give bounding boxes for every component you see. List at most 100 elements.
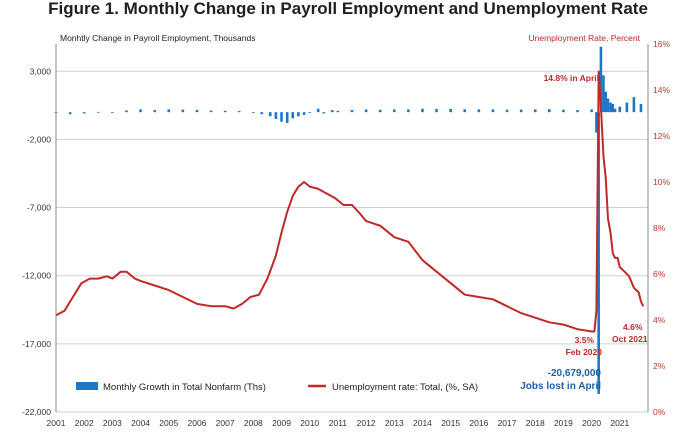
x-tick-label: 2011 (329, 418, 348, 428)
x-tick-label: 2013 (385, 418, 404, 428)
legend-line-label: Unemployment rate: Total, (%, SA) (332, 382, 478, 393)
bar (618, 106, 622, 113)
bar (477, 109, 481, 113)
bar (590, 109, 593, 113)
right-tick-label: 10% (653, 177, 670, 187)
bar (260, 112, 264, 115)
bar (209, 110, 213, 113)
bar (597, 112, 600, 394)
bar (302, 112, 306, 115)
bar (548, 109, 551, 113)
right-tick-label: 12% (653, 131, 670, 141)
right-axis-ticks: 0% 2% 4% 6% 8% 10% 12% 14% 16% (653, 39, 670, 417)
x-tick-label: 2021 (610, 418, 629, 428)
bar (291, 112, 295, 119)
left-tick-label: -2,000 (27, 134, 51, 144)
bar (533, 109, 537, 113)
bar (274, 112, 278, 119)
left-axis-ticks: 3,000 -2,000 -7,000 -12,000 -17,000 -22,000 (22, 66, 51, 417)
bar (611, 103, 615, 113)
right-tick-label: 2% (653, 361, 666, 371)
x-tick-label: 2008 (244, 418, 263, 428)
right-tick-label: 0% (653, 407, 666, 417)
bar (316, 108, 320, 113)
bar (463, 109, 467, 113)
bar (195, 109, 199, 113)
bar (153, 110, 156, 113)
x-tick-label: 2019 (554, 418, 573, 428)
bar (111, 112, 114, 113)
x-tick-label: 2002 (75, 418, 94, 428)
bar (613, 108, 617, 113)
bar (82, 112, 86, 114)
bar (421, 108, 424, 113)
bar (139, 109, 142, 113)
left-tick-label: -12,000 (22, 271, 51, 281)
x-tick-label: 2001 (47, 418, 66, 428)
left-tick-label: 3,000 (30, 66, 52, 76)
left-tick-label: -17,000 (22, 339, 51, 349)
x-axis-ticks: 2001 2002 2003 2004 2005 2006 2007 2008 2009 2010… (47, 418, 630, 428)
bar (223, 110, 227, 113)
x-tick-label: 2016 (469, 418, 488, 428)
right-tick-label: 4% (653, 315, 666, 325)
left-axis-label: Monhtly Change in Payroll Employment, Th… (60, 33, 255, 43)
bar (68, 112, 72, 115)
bar (392, 109, 396, 113)
x-tick-label: 2020 (582, 418, 601, 428)
bar (378, 109, 382, 113)
jobs-lost-value-annotation: -20,679,000 (548, 368, 602, 379)
low-date-annotation: Feb 2020 (566, 347, 603, 357)
x-tick-label: 2018 (526, 418, 545, 428)
x-tick-label: 2014 (413, 418, 432, 428)
bar (639, 103, 643, 113)
legend-bar-swatch (76, 382, 98, 390)
bar (435, 109, 438, 113)
low-value-annotation: 3.5% (575, 335, 595, 345)
bar (285, 112, 289, 124)
peak-annotation: 14.8% in April (544, 73, 599, 83)
bar (407, 109, 410, 113)
bar (604, 91, 608, 113)
bar (491, 109, 495, 113)
bar (96, 111, 100, 113)
x-tick-label: 2007 (216, 418, 235, 428)
line-series (55, 70, 645, 333)
left-tick-label: -22,000 (22, 407, 51, 417)
bar (252, 112, 255, 113)
jobs-lost-text-annotation: Jobs lost in April (520, 381, 601, 392)
bar (562, 109, 565, 113)
chart-title: Figure 1. Monthly Change in Payroll Empl… (48, 0, 648, 18)
bar (322, 112, 326, 114)
right-tick-label: 8% (653, 223, 666, 233)
bar (237, 111, 241, 113)
bar (268, 112, 272, 117)
bar (167, 109, 171, 113)
left-tick-label: -7,000 (27, 203, 51, 213)
bar (519, 109, 523, 113)
x-tick-label: 2009 (272, 418, 291, 428)
legend-bar-label: Monthly Growth in Total Nonfarm (Ths) (103, 382, 266, 393)
x-tick-label: 2003 (103, 418, 122, 428)
bar (449, 109, 452, 113)
bar (632, 97, 636, 113)
latest-date-annotation: Oct 2021 (612, 334, 648, 344)
bar (297, 112, 300, 117)
bar (280, 112, 283, 122)
x-tick-label: 2006 (187, 418, 206, 428)
bar (625, 102, 629, 113)
bar (125, 110, 128, 113)
bar (336, 110, 340, 113)
unemployment-line (55, 70, 645, 333)
bar (606, 98, 610, 113)
bar (609, 102, 612, 113)
gridlines (56, 70, 648, 413)
bar (181, 109, 185, 113)
bar (595, 112, 598, 133)
right-tick-label: 16% (653, 39, 670, 49)
bar (599, 46, 603, 113)
bar (364, 109, 368, 113)
bar (505, 109, 509, 113)
right-tick-label: 14% (653, 85, 670, 95)
